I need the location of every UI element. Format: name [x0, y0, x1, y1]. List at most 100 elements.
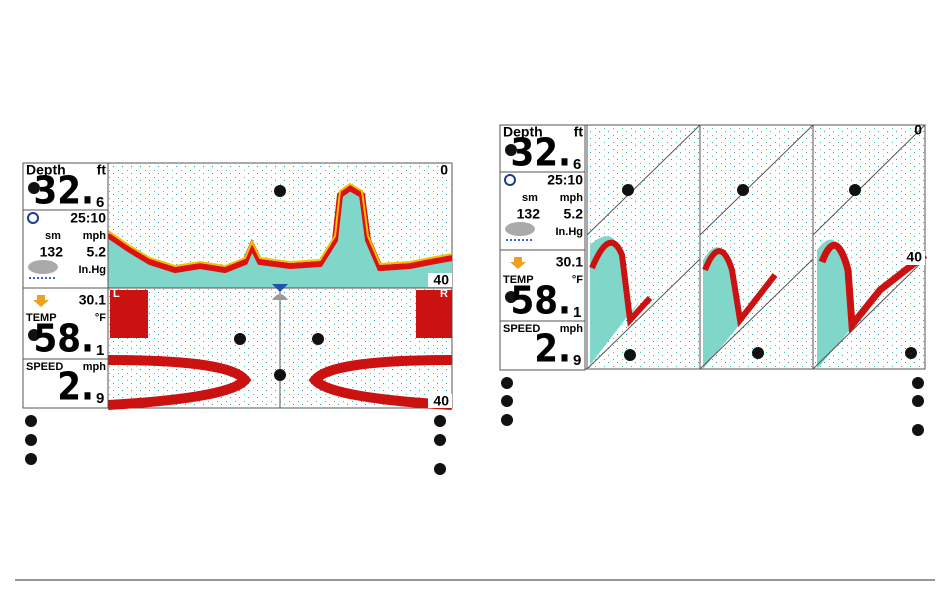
- bottom-line: [589, 239, 653, 327]
- temp-label: TEMP: [26, 312, 57, 324]
- depth-unit: ft: [574, 124, 584, 140]
- callout: [501, 395, 513, 407]
- callout: [624, 349, 636, 361]
- callout: [434, 434, 446, 446]
- bottom-line: [106, 184, 453, 274]
- pressure-unit: In.Hg: [79, 264, 107, 276]
- callout: [849, 184, 861, 196]
- callout: [912, 424, 924, 436]
- panel-lines: [586, 124, 926, 370]
- speed: 5.2: [87, 244, 107, 260]
- sonar-3d: [587, 125, 925, 369]
- clock-icon: [27, 212, 39, 224]
- temp-unit: °F: [572, 274, 583, 286]
- callout: [312, 333, 324, 345]
- bottom-fill: [587, 236, 640, 369]
- callout: [912, 395, 924, 407]
- distance-unit: sm: [45, 230, 61, 242]
- bottom-edge: [107, 182, 453, 268]
- side-return: [416, 290, 452, 338]
- temp-label: TEMP: [503, 274, 534, 286]
- callout: [274, 185, 286, 197]
- clock-icon: [504, 174, 516, 186]
- bottom-fill: [108, 188, 452, 288]
- callout: [752, 347, 764, 359]
- diagonal: [586, 258, 701, 370]
- callout: [912, 377, 924, 389]
- depth-whole: 32.: [510, 131, 571, 175]
- trend-arrow: [33, 295, 49, 307]
- callout: [28, 182, 40, 194]
- speed-whole: 2.: [534, 327, 571, 371]
- bottom-line: [702, 248, 778, 328]
- diagonal: [812, 124, 926, 236]
- temp-unit: °F: [95, 312, 106, 324]
- callout: [501, 414, 513, 426]
- pressure: 30.1: [556, 254, 583, 270]
- diagonal: [812, 258, 926, 370]
- range-bottom: 40: [906, 249, 922, 265]
- depth-whole: 32.: [33, 169, 94, 213]
- label-bg: [428, 273, 452, 287]
- range-top: 0: [440, 162, 448, 178]
- pressure-unit: In.Hg: [556, 226, 584, 238]
- diagonal: [699, 258, 814, 370]
- speed-label: SPEED: [26, 361, 63, 373]
- callout: [505, 144, 517, 156]
- temp-decimal: 1: [573, 304, 581, 321]
- boat-icon: [272, 294, 288, 300]
- callout: [25, 415, 37, 427]
- diagonal: [699, 124, 814, 236]
- bottom-fill: [703, 247, 760, 369]
- depth-decimal: 6: [573, 156, 581, 173]
- boat-icon: [272, 284, 288, 292]
- speed: 5.2: [564, 206, 584, 222]
- bottom-fill: [817, 239, 850, 369]
- temp-decimal: 1: [96, 342, 104, 359]
- distance: 132: [40, 244, 64, 260]
- pressure: 30.1: [79, 292, 106, 308]
- callout: [25, 453, 37, 465]
- callout: [905, 347, 917, 359]
- callout: [501, 377, 513, 389]
- data-bg: [499, 124, 586, 371]
- left-screen: 0 40 L R 40: [22, 162, 453, 410]
- time: 25:10: [547, 172, 583, 188]
- range-bottom: 40: [433, 272, 449, 288]
- speed-label-unit: mph: [560, 323, 584, 335]
- trend-arrow: [510, 257, 526, 269]
- side-right: R: [440, 288, 448, 300]
- weather-icon: [28, 260, 58, 274]
- depth-label: Depth: [503, 124, 543, 140]
- bottom-line: [818, 241, 928, 335]
- range-top: 0: [914, 122, 922, 138]
- speed-unit: mph: [83, 230, 107, 242]
- side-bottom: [308, 355, 453, 410]
- weather-icon: [505, 222, 535, 236]
- speed-unit: mph: [560, 192, 584, 204]
- distance: 132: [517, 206, 541, 222]
- side-bottom: [107, 355, 252, 410]
- callouts: [25, 184, 924, 475]
- speed-label: SPEED: [503, 323, 540, 335]
- callout: [434, 463, 446, 475]
- diagonal: [586, 124, 701, 236]
- temp-whole: 58.: [510, 279, 571, 323]
- callout: [274, 369, 286, 381]
- time: 25:10: [70, 210, 106, 226]
- callout: [505, 291, 517, 303]
- label-bg: [428, 394, 452, 408]
- callout: [25, 434, 37, 446]
- depth-label: Depth: [26, 162, 66, 178]
- callout: [234, 333, 246, 345]
- speed-decimal: 9: [96, 390, 104, 407]
- side-left: L: [113, 288, 120, 300]
- callout: [434, 415, 446, 427]
- callout: [622, 184, 634, 196]
- depth-decimal: 6: [96, 194, 104, 211]
- label-bg: [902, 251, 925, 265]
- speed-decimal: 9: [573, 352, 581, 369]
